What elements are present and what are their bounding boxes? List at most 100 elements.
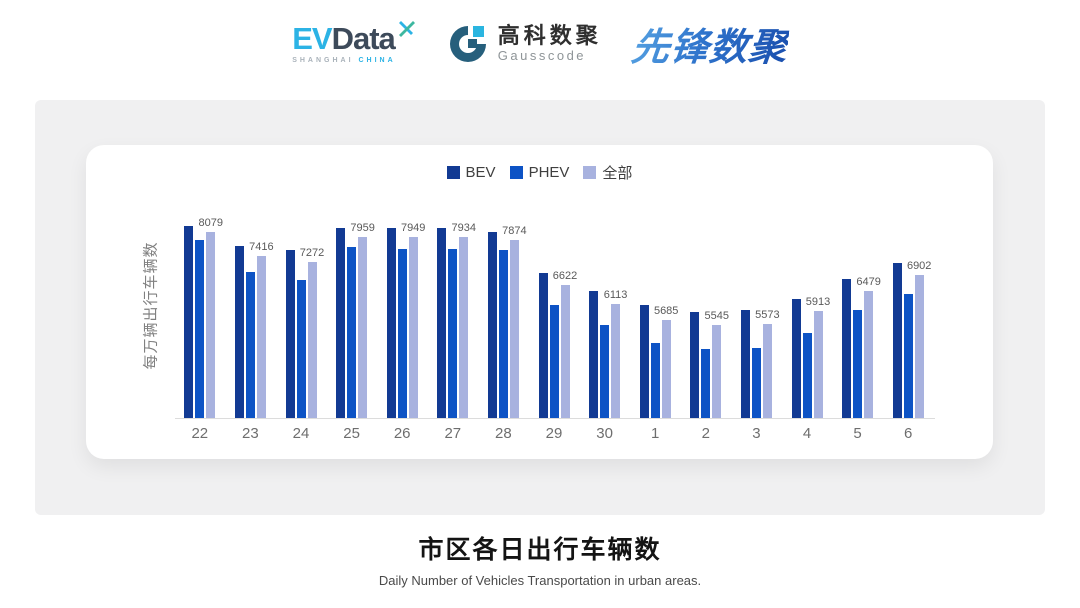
bar-group-23: 7416 xyxy=(234,208,274,418)
gausscode-logo: 高科数聚 Gausscode xyxy=(447,23,602,65)
plot-area: 8079 22 7416 23 7272 24 7959 25 7949 26 7934 27 7874… xyxy=(175,208,935,442)
bar-PHEV-28 xyxy=(498,250,508,418)
legend-item-all[interactable]: 全部 xyxy=(583,162,632,183)
bar-group-5: 6479 xyxy=(842,208,881,418)
x-tick-3: 3 xyxy=(752,425,761,442)
chart-panel: BEV PHEV 全部 每万辆出行车辆数 8079 22 7416 23 7272 24 7… xyxy=(35,100,1045,515)
bar-BEV-25 xyxy=(336,228,346,418)
x-axis-line xyxy=(175,418,935,419)
legend-swatch-bev xyxy=(446,166,460,179)
bar-group-29: 6622 xyxy=(538,208,577,418)
bar-BEV-24 xyxy=(285,250,295,418)
chart-legend: BEV PHEV 全部 xyxy=(86,162,993,183)
bar-PHEV-30 xyxy=(600,325,610,418)
x-tick-28: 28 xyxy=(495,425,512,442)
gausscode-cn-text: 高科数聚 xyxy=(497,23,602,49)
bar-PHEV-6 xyxy=(903,294,913,418)
bar-BEV-28 xyxy=(487,232,497,418)
data-label-26: 7949 xyxy=(400,222,426,234)
gausscode-en-text: Gausscode xyxy=(497,47,587,63)
bar-全部-30 xyxy=(611,304,621,418)
x-tick-26: 26 xyxy=(393,425,411,442)
data-label-28: 7874 xyxy=(502,225,527,237)
bar-PHEV-26 xyxy=(397,249,407,418)
legend-item-phev[interactable]: PHEV xyxy=(509,164,570,181)
bar-PHEV-2 xyxy=(701,349,711,418)
bar-PHEV-24 xyxy=(296,280,306,418)
bar-全部-24 xyxy=(307,262,317,418)
page-subtitle: Daily Number of Vehicles Transportation … xyxy=(378,573,702,588)
bar-group-22: 8079 xyxy=(184,208,223,418)
legend-swatch-phev xyxy=(509,166,523,179)
legend-label-bev: BEV xyxy=(465,164,496,181)
bar-BEV-3 xyxy=(740,310,750,418)
bar-group-25: 7959 xyxy=(336,208,375,418)
data-label-6: 6902 xyxy=(906,260,932,272)
x-tick-22: 22 xyxy=(191,425,209,442)
data-label-5: 6479 xyxy=(856,276,881,288)
bar-全部-1 xyxy=(661,320,671,418)
bar-PHEV-1 xyxy=(650,343,660,418)
data-label-30: 6113 xyxy=(603,289,628,301)
evdata-data-text: Data xyxy=(331,21,396,56)
data-label-25: 7959 xyxy=(350,222,375,234)
page-title: 市区各日出行车辆数 xyxy=(418,536,662,564)
bar-group-24: 7272 xyxy=(285,208,324,418)
evdata-caption-right: CHINA xyxy=(358,57,396,64)
bar-全部-27 xyxy=(459,237,469,418)
bar-BEV-26 xyxy=(386,228,396,418)
bar-group-1: 5685 xyxy=(639,208,678,418)
bar-group-3: 5573 xyxy=(740,208,780,418)
bar-全部-23 xyxy=(256,256,266,418)
bar-全部-29 xyxy=(560,285,570,418)
bar-PHEV-22 xyxy=(195,240,205,418)
bar-BEV-27 xyxy=(437,228,447,418)
bar-BEV-6 xyxy=(892,263,902,418)
y-axis-title: 每万辆出行车辆数 xyxy=(142,241,160,370)
x-tick-27: 27 xyxy=(444,425,462,442)
chart-card: BEV PHEV 全部 每万辆出行车辆数 8079 22 7416 23 7272 24 7… xyxy=(86,145,993,459)
bar-group-27: 7934 xyxy=(437,208,476,418)
data-label-27: 7934 xyxy=(451,222,477,234)
bar-PHEV-29 xyxy=(549,305,559,418)
bar-BEV-5 xyxy=(842,279,852,418)
gausscode-text: 高科数聚 Gausscode xyxy=(498,23,602,63)
bar-BEV-22 xyxy=(184,226,194,418)
legend-swatch-all xyxy=(583,166,597,179)
evdata-wordmark: EV Data xyxy=(292,21,417,56)
bar-group-2: 5545 xyxy=(690,208,729,418)
bar-BEV-30 xyxy=(589,291,599,418)
bar-全部-22 xyxy=(206,232,216,418)
legend-label-phev: PHEV xyxy=(528,164,570,181)
data-label-2: 5545 xyxy=(704,310,730,322)
bar-PHEV-5 xyxy=(853,310,863,418)
bar-全部-25 xyxy=(358,237,368,418)
bar-全部-2 xyxy=(712,325,722,418)
bar-PHEV-25 xyxy=(347,247,357,418)
pioneer-logo: 先锋数聚 xyxy=(629,16,791,71)
bar-group-30: 6113 xyxy=(589,208,627,418)
legend-item-bev[interactable]: BEV xyxy=(446,164,496,181)
bar-BEV-1 xyxy=(639,305,649,418)
bar-全部-5 xyxy=(864,291,874,418)
bar-group-26: 7949 xyxy=(386,208,425,418)
bar-group-6: 6902 xyxy=(892,208,931,418)
x-tick-1: 1 xyxy=(651,425,660,442)
header-logos: EV Data SHANGHAI CHINA 高科数聚 Gausscode xyxy=(0,16,1080,71)
x-tick-4: 4 xyxy=(802,425,812,442)
bar-PHEV-3 xyxy=(751,348,761,418)
data-label-23: 7416 xyxy=(249,241,274,253)
bar-group-4: 5913 xyxy=(791,208,830,418)
x-tick-23: 23 xyxy=(242,425,259,442)
bar-PHEV-23 xyxy=(245,272,255,418)
bar-BEV-4 xyxy=(791,299,801,418)
data-label-24: 7272 xyxy=(299,247,325,259)
bar-全部-6 xyxy=(914,275,924,418)
evdata-caption-left: SHANGHAI xyxy=(292,57,354,64)
legend-label-all: 全部 xyxy=(602,165,633,182)
evdata-caption: SHANGHAI CHINA xyxy=(292,57,417,64)
bar-全部-26 xyxy=(408,237,418,418)
bar-全部-4 xyxy=(813,311,823,418)
bar-PHEV-4 xyxy=(802,333,812,418)
